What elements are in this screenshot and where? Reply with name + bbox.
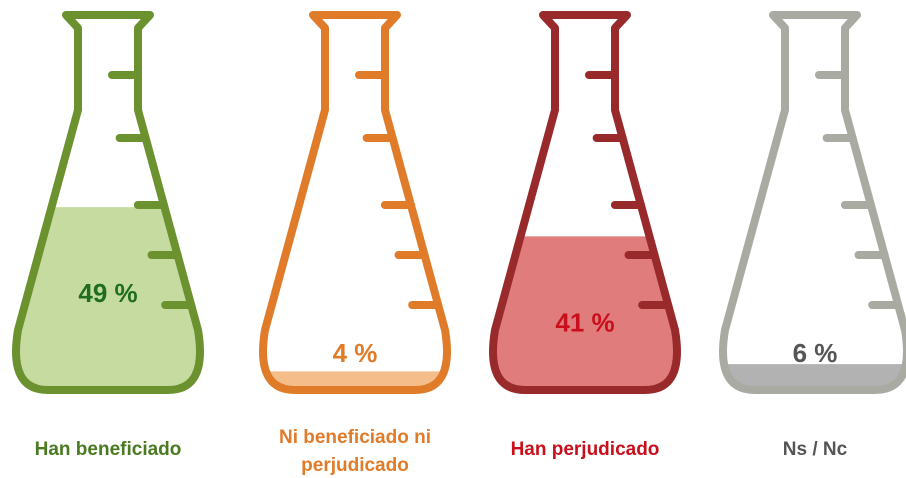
category-label: Han perjudicado	[510, 439, 660, 460]
flask-fill	[723, 364, 906, 390]
flask-outline	[259, 11, 451, 394]
category-label: Han beneficiado	[34, 439, 182, 460]
flask-fill	[263, 371, 447, 390]
value-label: 6 %	[793, 338, 838, 368]
value-label: 4 %	[333, 338, 378, 368]
category-label: Ns / Nc	[782, 439, 848, 460]
value-label: 49 %	[78, 278, 137, 308]
value-label: 41 %	[555, 307, 614, 337]
flask-outline	[12, 11, 204, 394]
flask-outline	[489, 11, 681, 394]
category-label: Ni beneficiado ni perjudicado	[278, 427, 432, 476]
flask-outline	[719, 11, 906, 394]
flask-fill	[493, 236, 677, 390]
